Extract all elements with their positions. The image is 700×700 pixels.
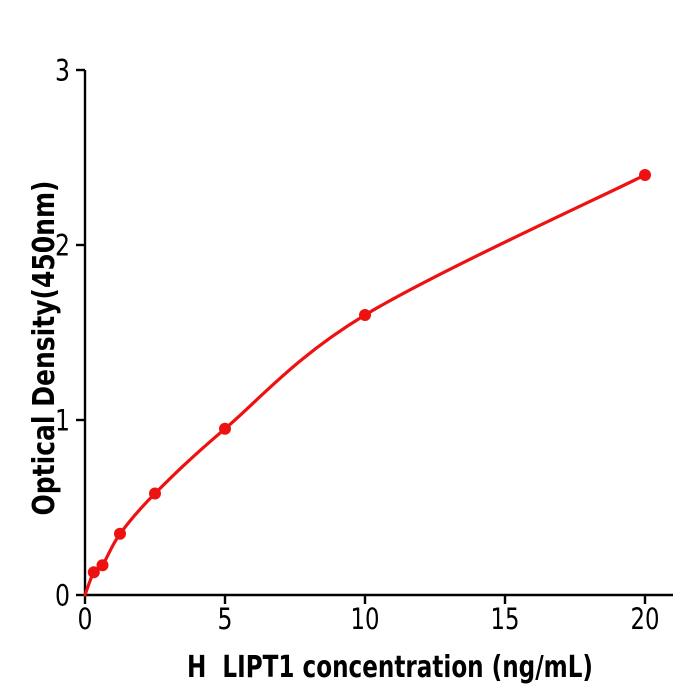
data-point-marker — [149, 487, 161, 500]
standard-curve-line — [83, 173, 647, 597]
y-tick-label: 0 — [55, 579, 70, 613]
data-point-marker — [219, 422, 231, 435]
x-tick-label: 10 — [351, 602, 380, 636]
x-tick-label: 0 — [78, 602, 93, 636]
y-tick-label: 2 — [55, 229, 70, 263]
x-tick-label: 15 — [491, 602, 520, 636]
y-axis-title: Optical Density(450nm) — [27, 181, 62, 516]
x-tick-label: 20 — [631, 602, 660, 636]
axes-spines — [83, 70, 673, 597]
y-tick-label: 3 — [55, 54, 70, 88]
data-point-marker — [639, 169, 651, 181]
data-point-marker — [96, 559, 109, 572]
data-point-marker — [359, 309, 371, 321]
x-tick-label: 5 — [218, 602, 233, 636]
x-axis-title: H LIPT1 concentration (ng/mL) — [187, 650, 593, 685]
data-point-marker — [87, 566, 100, 579]
y-tick-label: 1 — [55, 404, 70, 438]
data-point-marker — [114, 527, 126, 540]
